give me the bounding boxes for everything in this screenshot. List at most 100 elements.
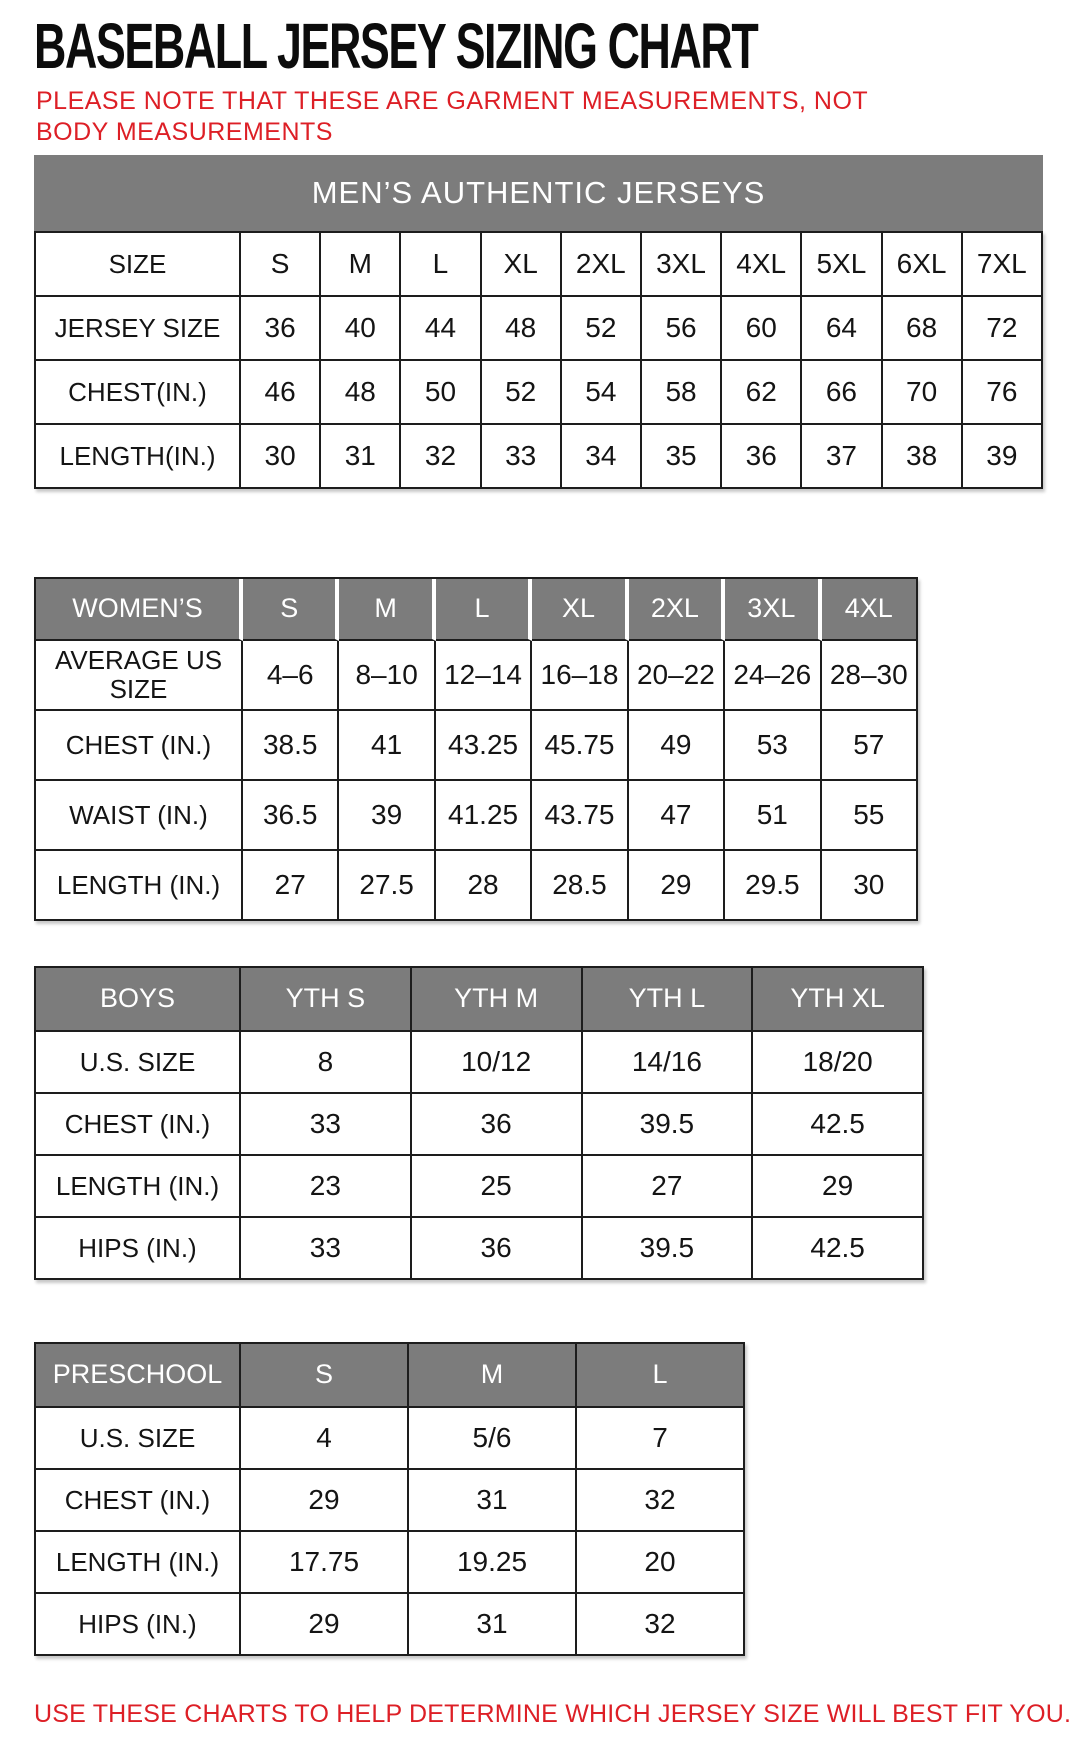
row-label: JERSEY SIZE xyxy=(36,297,241,361)
data-cell: 46 xyxy=(241,361,322,425)
data-cell: 25 xyxy=(411,1156,583,1218)
table-row: LENGTH (IN.) 17.75 19.25 20 xyxy=(36,1532,745,1594)
row-label: LENGTH (IN.) xyxy=(36,1156,241,1218)
data-cell: S xyxy=(241,233,322,297)
data-cell: 3XL xyxy=(641,233,723,297)
data-cell: 39 xyxy=(962,425,1043,489)
header-cell: WOMEN’S xyxy=(36,579,243,641)
data-cell: 24–26 xyxy=(725,641,822,711)
table-row: SIZE S M L XL 2XL 3XL 4XL 5XL 6XL 7XL xyxy=(36,233,1043,297)
table-row: LENGTH (IN.) 27 27.5 28 28.5 29 29.5 30 xyxy=(36,851,918,921)
data-cell: 39.5 xyxy=(582,1218,754,1280)
mens-size-table: SIZE S M L XL 2XL 3XL 4XL 5XL 6XL 7XL JERSEY SIZE 36… xyxy=(34,231,1043,489)
data-cell: 30 xyxy=(821,851,918,921)
data-cell: 42.5 xyxy=(753,1094,924,1156)
data-cell: 45.75 xyxy=(532,711,629,781)
data-cell: 36 xyxy=(411,1218,583,1280)
data-cell: 68 xyxy=(882,297,963,361)
row-label: SIZE xyxy=(36,233,241,297)
data-cell: 2XL xyxy=(561,233,642,297)
data-cell: 29 xyxy=(628,851,726,921)
header-cell: L xyxy=(577,1344,745,1408)
data-cell: 33 xyxy=(241,1218,412,1280)
row-label: LENGTH (IN.) xyxy=(36,1532,241,1594)
data-cell: 43.75 xyxy=(532,781,629,851)
data-cell: 7XL xyxy=(962,233,1043,297)
header-cell: S xyxy=(243,579,340,641)
data-cell: 34 xyxy=(561,425,642,489)
data-cell: 62 xyxy=(722,361,803,425)
header-cell: PRESCHOOL xyxy=(36,1344,241,1408)
table-row: WAIST (IN.) 36.5 39 41.25 43.75 47 51 55 xyxy=(36,781,918,851)
data-cell: XL xyxy=(481,233,562,297)
data-cell: 48 xyxy=(481,297,562,361)
data-cell: 36 xyxy=(722,425,803,489)
data-cell: 52 xyxy=(561,297,642,361)
data-cell: 38 xyxy=(882,425,963,489)
data-cell: 6XL xyxy=(882,233,963,297)
data-cell: 31 xyxy=(409,1594,577,1656)
womens-section: WOMEN’S S M L XL 2XL 3XL 4XL AVERAGE US SIZE 4–6 8… xyxy=(34,577,918,921)
data-cell: 38.5 xyxy=(243,711,340,781)
data-cell: 20–22 xyxy=(628,641,726,711)
header-cell: L xyxy=(435,579,533,641)
womens-size-table: WOMEN’S S M L XL 2XL 3XL 4XL AVERAGE US SIZE 4–6 8… xyxy=(34,577,918,921)
data-cell: 8–10 xyxy=(339,641,436,711)
page-title: BASEBALL JERSEY SIZING CHART xyxy=(34,10,759,82)
data-cell: 41 xyxy=(339,711,436,781)
data-cell: 12–14 xyxy=(435,641,533,711)
header-cell: XL xyxy=(532,579,629,641)
table-row: CHEST(IN.) 46 48 50 52 54 58 62 66 70 76 xyxy=(36,361,1043,425)
data-cell: 39 xyxy=(339,781,436,851)
table-row: CHEST (IN.) 29 31 32 xyxy=(36,1470,745,1532)
data-cell: 44 xyxy=(401,297,482,361)
data-cell: 16–18 xyxy=(532,641,629,711)
data-cell: 53 xyxy=(725,711,822,781)
data-cell: 56 xyxy=(641,297,723,361)
preschool-size-table: PRESCHOOL S M L U.S. SIZE 4 5/6 7 CHEST (IN.) 29 3… xyxy=(34,1342,745,1656)
header-row: BOYS YTH S YTH M YTH L YTH XL xyxy=(36,968,924,1032)
data-cell: 72 xyxy=(962,297,1043,361)
data-cell: 58 xyxy=(641,361,723,425)
data-cell: 66 xyxy=(802,361,883,425)
header-cell: 4XL xyxy=(821,579,918,641)
data-cell: 48 xyxy=(321,361,402,425)
data-cell: 29 xyxy=(241,1470,409,1532)
table-row: U.S. SIZE 4 5/6 7 xyxy=(36,1408,745,1470)
data-cell: 27.5 xyxy=(339,851,436,921)
row-label: CHEST (IN.) xyxy=(36,1094,241,1156)
data-cell: 4 xyxy=(241,1408,409,1470)
data-cell: 30 xyxy=(241,425,322,489)
data-cell: 47 xyxy=(628,781,726,851)
data-cell: 52 xyxy=(481,361,562,425)
data-cell: 32 xyxy=(577,1594,745,1656)
footer-note: USE THESE CHARTS TO HELP DETERMINE WHICH… xyxy=(34,1700,1072,1728)
header-cell: M xyxy=(339,579,436,641)
data-cell: 60 xyxy=(722,297,803,361)
table-row: CHEST (IN.) 38.5 41 43.25 45.75 49 53 57 xyxy=(36,711,918,781)
data-cell: 10/12 xyxy=(411,1032,583,1094)
row-label: HIPS (IN.) xyxy=(36,1594,241,1656)
data-cell: 5XL xyxy=(802,233,883,297)
data-cell: 41.25 xyxy=(435,781,533,851)
data-cell: 54 xyxy=(561,361,642,425)
mens-banner: MEN’S AUTHENTIC JERSEYS xyxy=(34,155,1043,231)
header-cell: YTH XL xyxy=(753,968,924,1032)
data-cell: 31 xyxy=(321,425,402,489)
data-cell: 7 xyxy=(577,1408,745,1470)
table-row: HIPS (IN.) 33 36 39.5 42.5 xyxy=(36,1218,924,1280)
data-cell: 29.5 xyxy=(725,851,822,921)
data-cell: 28.5 xyxy=(532,851,629,921)
row-label: CHEST(IN.) xyxy=(36,361,241,425)
data-cell: 43.25 xyxy=(435,711,533,781)
preschool-section: PRESCHOOL S M L U.S. SIZE 4 5/6 7 CHEST (IN.) 29 3… xyxy=(34,1342,745,1656)
data-cell: 49 xyxy=(628,711,726,781)
data-cell: 33 xyxy=(241,1094,412,1156)
row-label: HIPS (IN.) xyxy=(36,1218,241,1280)
data-cell: 27 xyxy=(582,1156,754,1218)
row-label: CHEST (IN.) xyxy=(36,1470,241,1532)
table-row: HIPS (IN.) 29 31 32 xyxy=(36,1594,745,1656)
data-cell: 17.75 xyxy=(241,1532,409,1594)
header-cell: 3XL xyxy=(725,579,822,641)
row-label: LENGTH (IN.) xyxy=(36,851,243,921)
